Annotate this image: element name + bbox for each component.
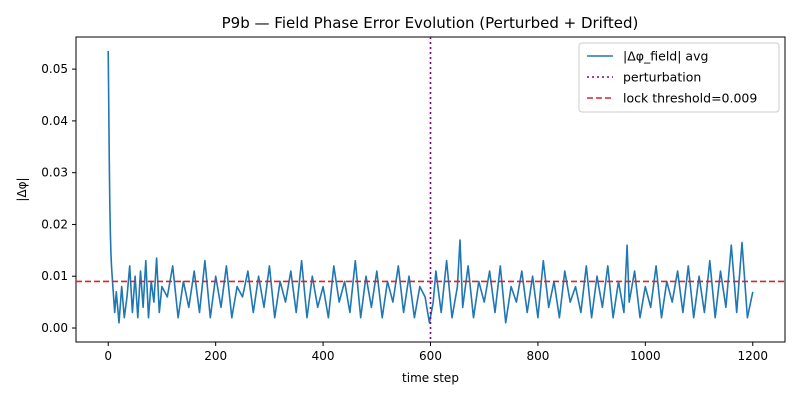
y-tick-label: 0.05 [41,62,68,76]
plot-area: 0 200 400 600 800 1000 1200 0.000.010.020.030.… [41,36,786,363]
x-tick-label: 200 [204,349,227,363]
x-tick-label: 0 [104,349,112,363]
y-tick-label: 0.00 [41,321,68,335]
x-tick-label: 800 [526,349,549,363]
y-tick-label: 0.04 [41,114,68,128]
legend-label-series: |Δφ_field| avg [623,49,708,64]
plot-content [76,37,785,342]
y-tick-label: 0.01 [41,269,68,283]
series-line-field-phase-error [107,50,754,324]
x-tick-label: 1000 [630,349,661,363]
x-axis-title: time step [402,371,459,385]
legend-box [578,42,780,113]
chart-title: P9b — Field Phase Error Evolution (Pertu… [222,14,639,32]
y-tick-label: 0.02 [41,217,68,231]
y-axis-title: |Δφ| [15,177,29,201]
x-tick-label: 1200 [737,349,768,363]
x-tick-label: 400 [312,349,335,363]
legend-label-lock-threshold: lock threshold=0.009 [623,91,757,106]
x-axis: 0 200 400 600 800 1000 1200 [104,342,768,363]
y-tick-label: 0.03 [41,166,68,180]
legend-label-perturbation: perturbation [623,70,701,85]
x-tick-label: 600 [419,349,442,363]
y-axis: 0.00 0.01 0.02 0.03 0.04 0.05 [41,62,76,335]
legend: |Δφ_field| avg perturbation lock thresho… [578,42,780,113]
